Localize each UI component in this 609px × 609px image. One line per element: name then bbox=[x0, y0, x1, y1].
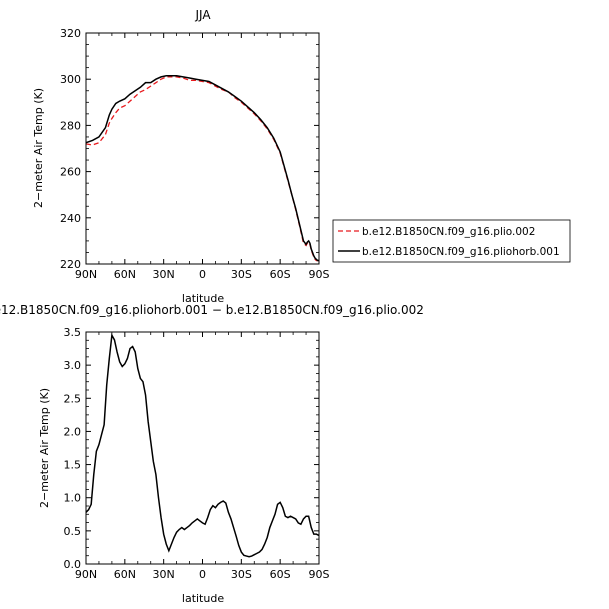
top-y-tick-label: 320 bbox=[60, 27, 81, 40]
bottom-x-tick-label: 90S bbox=[309, 568, 330, 581]
top-x-tick-label: 60S bbox=[270, 268, 291, 281]
top-y-tick-label: 280 bbox=[60, 119, 81, 132]
legend: b.e12.B1850CN.f09_g16.plio.002 b.e12.B18… bbox=[332, 219, 571, 263]
top-x-axis-label: latitude bbox=[182, 292, 224, 305]
top-y-tick-label: 240 bbox=[60, 212, 81, 225]
bottom-x-tick-label: 30S bbox=[231, 568, 252, 581]
bottom-y-tick-label: 2.0 bbox=[64, 425, 82, 438]
bottom-x-axis-label: latitude bbox=[182, 592, 224, 605]
bottom-x-tick-label: 60N bbox=[114, 568, 136, 581]
bottom-y-tick-label: 2.5 bbox=[64, 392, 82, 405]
top-x-tick-label: 30S bbox=[231, 268, 252, 281]
bottom-y-tick-label: 0.0 bbox=[64, 558, 82, 571]
top-y-axis-label: 2−meter Air Temp (K) bbox=[32, 88, 45, 208]
bottom-y-tick-label: 3.5 bbox=[64, 326, 82, 339]
legend-box bbox=[332, 219, 571, 263]
bottom-y-axis-label: 2−meter Air Temp (K) bbox=[38, 388, 51, 508]
bottom-y-tick-label: 1.0 bbox=[64, 492, 82, 505]
top-chart-title: JJA bbox=[194, 8, 211, 22]
top-x-tick-label: 30N bbox=[153, 268, 175, 281]
bottom-y-tick-label: 0.5 bbox=[64, 525, 82, 538]
top-y-tick-label: 300 bbox=[60, 73, 81, 86]
bottom-y-tick-label: 3.0 bbox=[64, 359, 82, 372]
bottom-x-tick-label: 60S bbox=[270, 568, 291, 581]
top-x-tick-label: 0 bbox=[199, 268, 206, 281]
bottom-x-tick-label: 0 bbox=[199, 568, 206, 581]
bottom-chart: b.e12.B1850CN.f09_g16.pliohorb.001 − b.e… bbox=[0, 303, 424, 605]
bottom-x-tick-label: 90N bbox=[75, 568, 97, 581]
top-x-tick-label: 90S bbox=[309, 268, 330, 281]
bottom-x-tick-label: 30N bbox=[153, 568, 175, 581]
top-x-tick-label: 60N bbox=[114, 268, 136, 281]
bottom-y-tick-label: 1.5 bbox=[64, 459, 82, 472]
difference-line bbox=[85, 332, 320, 558]
legend-entry-pliohorb001: b.e12.B1850CN.f09_g16.pliohorb.001 bbox=[362, 246, 560, 258]
bottom-plot-frame bbox=[85, 331, 320, 565]
top-plot-frame bbox=[85, 32, 320, 265]
top-x-tick-label: 90N bbox=[75, 268, 97, 281]
series-line-pliohorb001 bbox=[85, 74, 319, 262]
series-line-plio002 bbox=[85, 76, 319, 262]
top-chart: JJA 90N 60N 30N 0 30S 60S 90S 220 240 260 280 300 32… bbox=[32, 8, 571, 305]
top-y-tick-label: 260 bbox=[60, 166, 81, 179]
bottom-chart-title: b.e12.B1850CN.f09_g16.pliohorb.001 − b.e… bbox=[0, 303, 424, 317]
top-y-tick-label: 220 bbox=[60, 258, 81, 271]
legend-entry-plio002: b.e12.B1850CN.f09_g16.plio.002 bbox=[362, 226, 535, 238]
